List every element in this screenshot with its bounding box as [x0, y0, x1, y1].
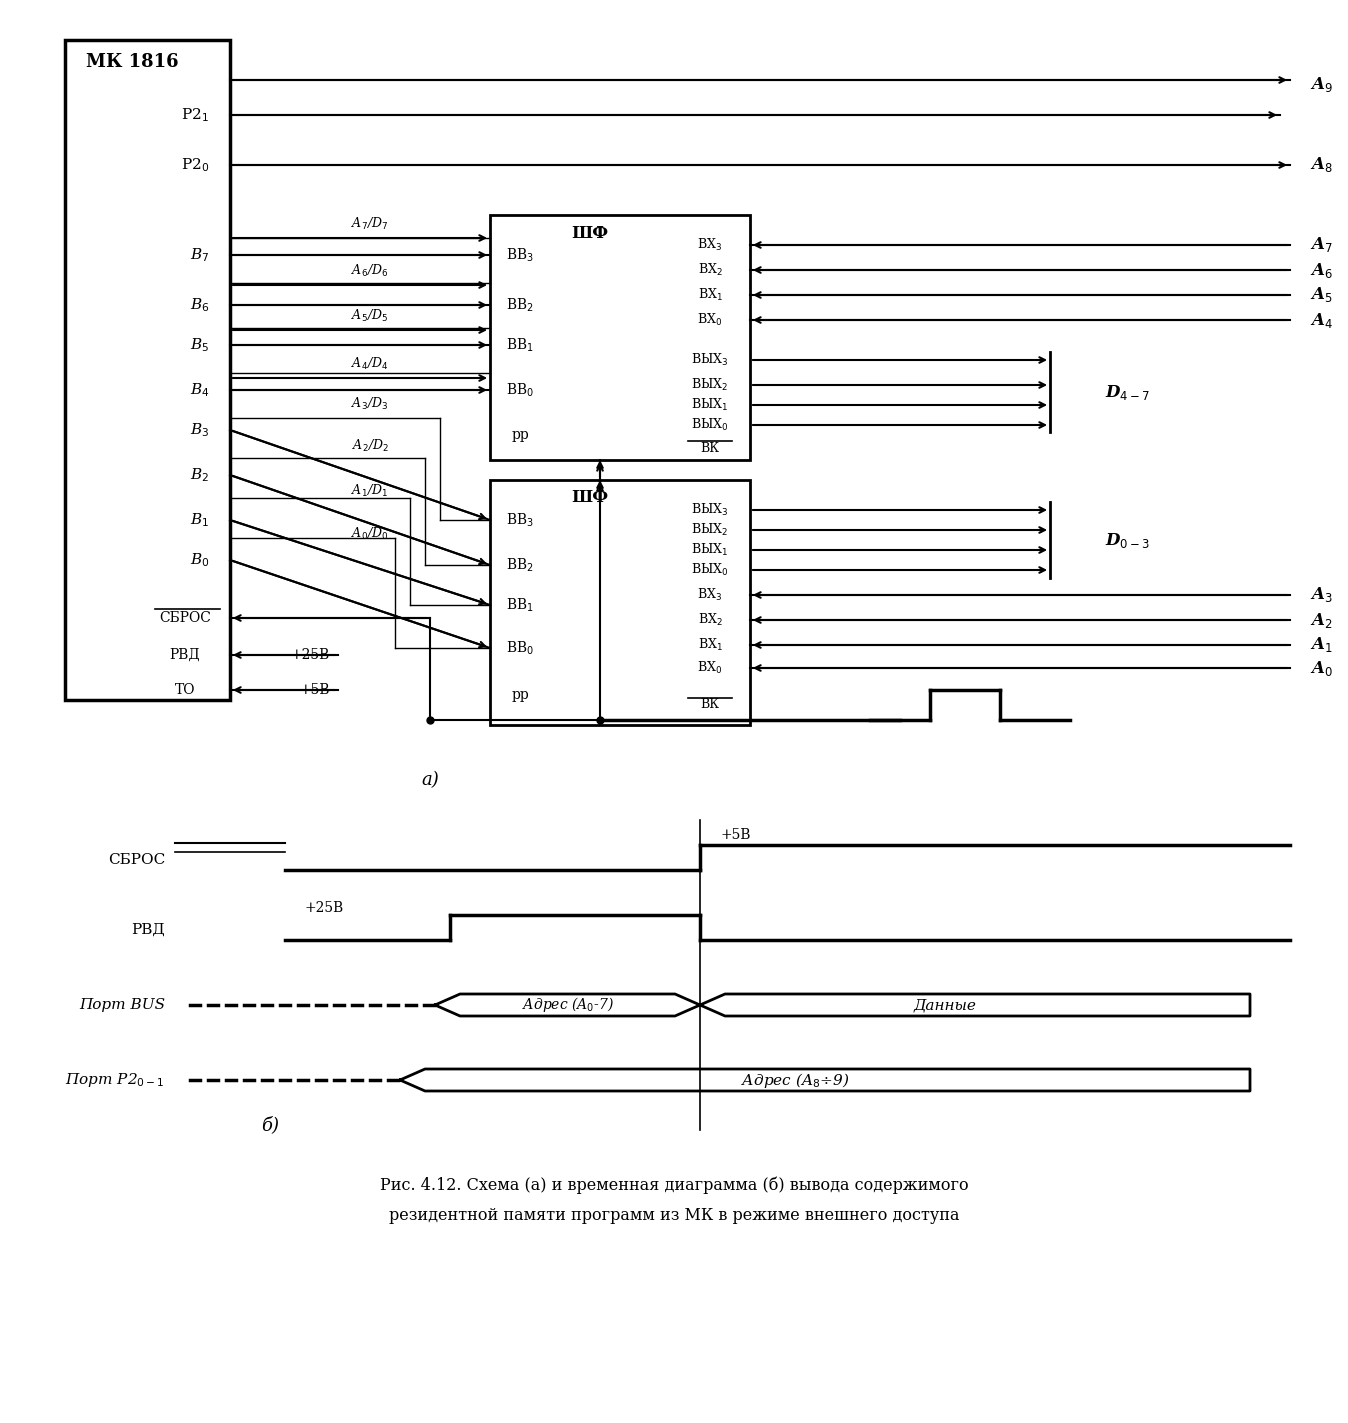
- Text: РВД: РВД: [131, 924, 164, 936]
- Text: A$_0$/D$_0$: A$_0$/D$_0$: [352, 527, 388, 542]
- Text: +25В: +25В: [291, 647, 330, 662]
- Text: A$_7$/D$_7$: A$_7$/D$_7$: [352, 216, 388, 232]
- Text: P2$_0$: P2$_0$: [181, 157, 209, 174]
- Text: A$_5$: A$_5$: [1310, 286, 1333, 305]
- Text: A$_1$/D$_1$: A$_1$/D$_1$: [352, 482, 388, 499]
- Text: ВЫХ$_1$: ВЫХ$_1$: [692, 542, 729, 558]
- Text: ВЫХ$_3$: ВЫХ$_3$: [692, 502, 729, 518]
- Text: A$_1$: A$_1$: [1310, 636, 1333, 655]
- Text: A$_3$: A$_3$: [1310, 585, 1333, 605]
- Bar: [65, 40, 231, 700]
- Text: СБРОС: СБРОС: [159, 610, 210, 625]
- Text: +25В: +25В: [305, 901, 344, 915]
- Text: BB$_2$: BB$_2$: [506, 556, 534, 573]
- Text: BX$_3$: BX$_3$: [697, 238, 723, 253]
- Text: BX$_0$: BX$_0$: [697, 660, 723, 676]
- Text: ШФ: ШФ: [572, 225, 608, 242]
- Text: а): а): [421, 771, 439, 788]
- Text: ВК: ВК: [701, 441, 720, 454]
- Text: МК 1816: МК 1816: [86, 53, 179, 71]
- Text: D$_{0-3}$: D$_{0-3}$: [1105, 531, 1150, 549]
- Bar: [491, 215, 749, 460]
- Text: +5В: +5В: [299, 683, 330, 697]
- Text: б): б): [262, 1116, 279, 1134]
- Text: A$_4$/D$_4$: A$_4$/D$_4$: [352, 356, 388, 371]
- Text: ВЫХ$_0$: ВЫХ$_0$: [692, 562, 729, 578]
- Text: B$_4$: B$_4$: [190, 381, 210, 398]
- Text: ВЫХ$_1$: ВЫХ$_1$: [692, 397, 729, 413]
- Text: Порт P2$_{0-1}$: Порт P2$_{0-1}$: [66, 1072, 164, 1089]
- Bar: [491, 480, 749, 724]
- Text: A$_9$: A$_9$: [1310, 75, 1333, 94]
- Text: ВЫХ$_0$: ВЫХ$_0$: [692, 417, 729, 433]
- Text: Данные: Данные: [914, 998, 976, 1012]
- Text: ШФ: ШФ: [572, 490, 608, 507]
- Text: Адрес (A$_0$-7): Адрес (A$_0$-7): [522, 996, 613, 1015]
- Text: ВЫХ$_3$: ВЫХ$_3$: [692, 351, 729, 369]
- Text: A$_2$/D$_2$: A$_2$/D$_2$: [352, 438, 388, 454]
- Text: B$_2$: B$_2$: [190, 467, 210, 484]
- Text: РВД: РВД: [170, 647, 201, 662]
- Text: A$_5$/D$_5$: A$_5$/D$_5$: [352, 307, 388, 324]
- Text: BX$_1$: BX$_1$: [697, 287, 723, 303]
- Text: BB$_3$: BB$_3$: [506, 511, 534, 529]
- Text: B$_0$: B$_0$: [190, 551, 210, 569]
- Text: ВЫХ$_2$: ВЫХ$_2$: [692, 522, 728, 538]
- Text: A$_0$: A$_0$: [1310, 659, 1333, 677]
- Text: ВК: ВК: [701, 699, 720, 712]
- Text: B$_1$: B$_1$: [190, 511, 210, 529]
- Text: A$_6$/D$_6$: A$_6$/D$_6$: [352, 263, 388, 279]
- Text: BX$_2$: BX$_2$: [698, 262, 723, 277]
- Text: BX$_2$: BX$_2$: [698, 612, 723, 628]
- Text: Рис. 4.12. Схема (а) и временная диаграмма (б) вывода содержимого: Рис. 4.12. Схема (а) и временная диаграм…: [380, 1177, 968, 1194]
- Text: рр: рр: [511, 428, 528, 443]
- Text: A$_4$: A$_4$: [1310, 310, 1333, 330]
- Text: B$_3$: B$_3$: [190, 421, 210, 438]
- Text: A$_8$: A$_8$: [1310, 155, 1333, 175]
- Text: Адрес (A$_8$÷9): Адрес (A$_8$÷9): [741, 1070, 849, 1090]
- Text: рр: рр: [511, 687, 528, 702]
- Text: B$_7$: B$_7$: [190, 246, 210, 263]
- Text: B$_6$: B$_6$: [190, 296, 210, 314]
- Text: B$_5$: B$_5$: [190, 336, 210, 354]
- Text: BB$_0$: BB$_0$: [506, 639, 534, 656]
- Text: BB$_2$: BB$_2$: [506, 296, 534, 313]
- Text: +5В: +5В: [720, 828, 751, 842]
- Text: Порт BUS: Порт BUS: [80, 998, 164, 1012]
- Text: A$_3$/D$_3$: A$_3$/D$_3$: [352, 396, 388, 413]
- Text: BB$_3$: BB$_3$: [506, 246, 534, 263]
- Text: D$_{4-7}$: D$_{4-7}$: [1105, 383, 1150, 401]
- Text: A$_6$: A$_6$: [1310, 260, 1333, 279]
- Text: BX$_0$: BX$_0$: [697, 312, 723, 329]
- Text: ВЫХ$_2$: ВЫХ$_2$: [692, 377, 728, 393]
- Text: A$_7$: A$_7$: [1310, 235, 1333, 255]
- Text: СБРОС: СБРОС: [108, 852, 164, 867]
- Text: резидентной памяти программ из МК в режиме внешнего доступа: резидентной памяти программ из МК в режи…: [388, 1207, 960, 1224]
- Text: BB$_1$: BB$_1$: [506, 596, 534, 613]
- Text: P2$_1$: P2$_1$: [181, 107, 209, 124]
- Text: BB$_0$: BB$_0$: [506, 381, 534, 398]
- Text: BX$_1$: BX$_1$: [697, 638, 723, 653]
- Text: ТО: ТО: [175, 683, 195, 697]
- Text: BB$_1$: BB$_1$: [506, 336, 534, 354]
- Text: BX$_3$: BX$_3$: [697, 586, 723, 603]
- Text: A$_2$: A$_2$: [1310, 610, 1333, 629]
